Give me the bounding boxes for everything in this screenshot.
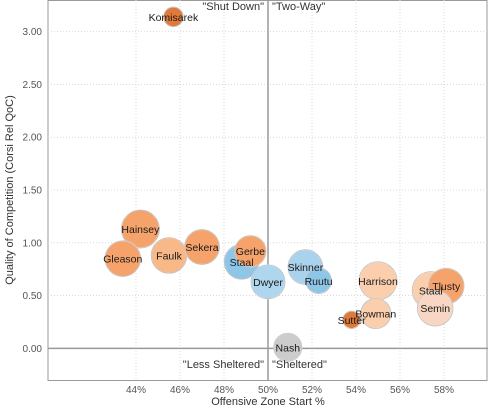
point-label: Gerbe bbox=[236, 246, 265, 258]
data-point-outline bbox=[120, 209, 160, 249]
x-tick-label: 58% bbox=[434, 385, 454, 396]
y-tick-label: 2.50 bbox=[23, 80, 43, 91]
data-point-outline bbox=[287, 249, 324, 285]
data-point-outline bbox=[104, 240, 142, 277]
point-label: Ruutu bbox=[305, 276, 333, 288]
point-label: Faulk bbox=[156, 250, 182, 262]
bubble-layer bbox=[104, 6, 465, 362]
data-point bbox=[184, 229, 220, 265]
y-axis-title: Quality of Competition (Corsi Rel QoC) bbox=[4, 95, 16, 285]
quadrant-label-two-way: "Two-Way" bbox=[272, 1, 325, 13]
data-point bbox=[163, 6, 184, 28]
data-point-outline bbox=[250, 264, 286, 300]
x-tick-label: 52% bbox=[302, 385, 322, 396]
point-label: Bowman bbox=[355, 309, 396, 321]
point-label: Komisarek bbox=[149, 12, 199, 24]
y-tick-label: 0.00 bbox=[23, 344, 43, 355]
data-point-outline bbox=[163, 6, 184, 28]
point-label: Staal bbox=[419, 285, 443, 297]
data-point-outline bbox=[416, 289, 454, 327]
point-label: Gleason bbox=[103, 254, 142, 266]
y-tick-label: 0.50 bbox=[23, 291, 43, 302]
data-point bbox=[360, 297, 392, 330]
tick-layer: 44% 46% 48% 50% 52% 54% 56% 58% 0.00 0.50 1.00 1.50… bbox=[23, 27, 455, 396]
data-point-outline bbox=[234, 235, 267, 268]
data-point bbox=[120, 209, 160, 249]
y-tick-label: 1.50 bbox=[23, 186, 43, 197]
point-label: Sekera bbox=[185, 242, 218, 254]
data-point-outline bbox=[184, 229, 220, 265]
data-point-outline bbox=[273, 332, 303, 362]
quadrant-label-shut-down: "Shut Down" bbox=[202, 1, 264, 13]
data-point bbox=[104, 240, 142, 277]
data-point bbox=[305, 267, 332, 295]
data-point-outline bbox=[342, 310, 361, 329]
x-tick-label: 54% bbox=[346, 385, 366, 396]
data-point bbox=[342, 310, 361, 330]
x-tick-label: 50% bbox=[258, 385, 278, 396]
x-axis-title: Offensive Zone Start % bbox=[211, 396, 325, 408]
data-point bbox=[250, 264, 286, 300]
data-point-outline bbox=[360, 297, 392, 330]
data-point-outline bbox=[305, 267, 332, 295]
point-label: Harrison bbox=[358, 276, 398, 288]
point-label: Dwyer bbox=[253, 277, 283, 289]
data-point bbox=[273, 332, 303, 362]
point-label: Semin bbox=[420, 303, 450, 315]
point-label: Sutter bbox=[338, 315, 367, 327]
point-label: Nash bbox=[276, 342, 301, 354]
y-tick-label: 1.00 bbox=[23, 238, 43, 249]
data-point bbox=[234, 235, 267, 268]
quadrant-label-sheltered: "Sheltered" bbox=[272, 359, 327, 371]
y-tick-label: 2.00 bbox=[23, 133, 43, 144]
quadrant-label-layer: "Shut Down" "Two-Way" "Less Sheltered" "She… bbox=[183, 1, 327, 371]
point-label: Hainsey bbox=[121, 224, 160, 236]
quadrant-dividers bbox=[48, 0, 488, 380]
x-tick-label: 46% bbox=[170, 385, 190, 396]
y-tick-label: 3.00 bbox=[23, 27, 43, 38]
point-label: Skinner bbox=[288, 262, 324, 274]
x-tick-label: 56% bbox=[390, 385, 410, 396]
quadrant-label-less-sheltered: "Less Sheltered" bbox=[183, 359, 264, 371]
point-label: Staal bbox=[230, 257, 254, 269]
data-point bbox=[416, 289, 454, 327]
x-tick-label: 48% bbox=[214, 385, 234, 396]
x-tick-label: 44% bbox=[126, 385, 146, 396]
point-label: Tlusty bbox=[432, 281, 461, 293]
